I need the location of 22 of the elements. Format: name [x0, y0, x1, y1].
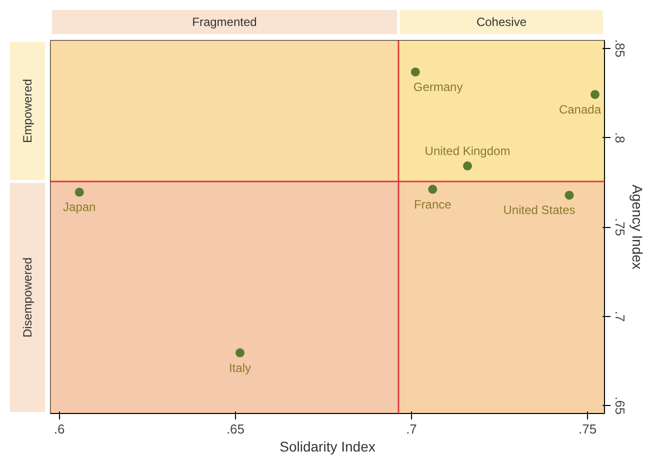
annotation: United States	[503, 203, 576, 218]
annotation: United Kingdom	[424, 144, 510, 158]
x-tick-label: .75	[578, 422, 597, 436]
y-tick-label: .8	[612, 132, 628, 144]
annotation: Germany	[413, 80, 463, 94]
y-tick-label: .85	[612, 39, 628, 58]
x-tick-label: .7	[406, 422, 417, 436]
band-label: Cohesive	[476, 15, 527, 29]
y-tick-label: .75	[612, 218, 628, 236]
y-tick-label: .7	[612, 310, 628, 322]
annotation: France	[414, 197, 452, 212]
band-label: Disempowered	[20, 257, 34, 338]
x-tick-label: .6	[54, 422, 65, 436]
x-tick-label: .65	[226, 422, 244, 436]
y-axis-title: Agency Index	[630, 184, 646, 270]
y-tick-label: .65	[612, 396, 628, 415]
annotation: Japan	[63, 200, 96, 214]
band-label: Empowered	[20, 78, 34, 143]
band-label: Fragmented	[192, 15, 257, 29]
x-axis-title: Solidarity Index	[280, 438, 376, 454]
annotation: Canada	[558, 102, 602, 116]
annotation: Italy	[228, 360, 251, 375]
